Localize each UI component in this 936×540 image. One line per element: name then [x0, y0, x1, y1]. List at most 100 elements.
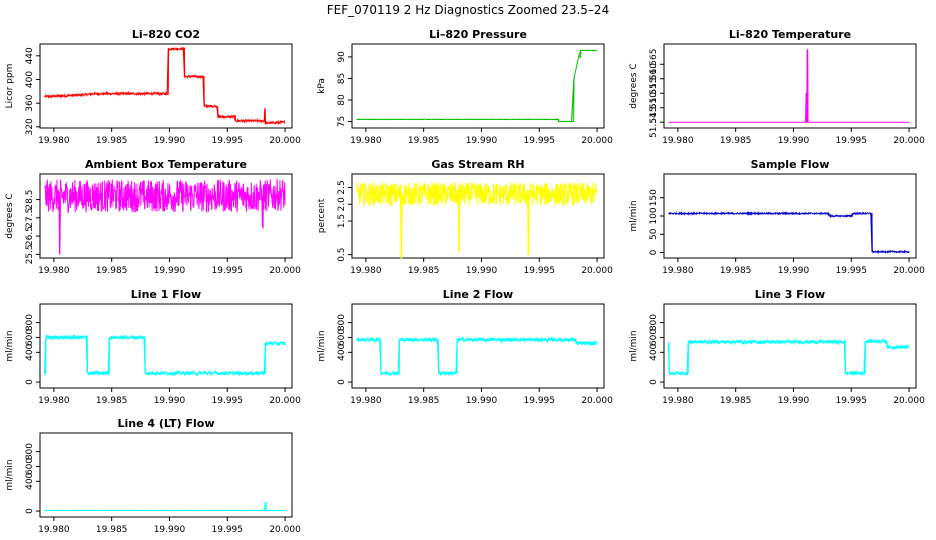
- x-tick-label: 20.000: [269, 266, 301, 276]
- y-axis-label: Licor ppm: [5, 64, 15, 109]
- x-tick-label: 20.000: [581, 136, 613, 146]
- chart-panel: Line 1 Flow 19.980 19.985 19.990 19.995 20.00…: [5, 288, 301, 406]
- y-tick-label: 50: [649, 228, 659, 240]
- y-tick-label: 440: [25, 47, 35, 64]
- series-step: [182, 48, 186, 77]
- x-tick-label: 19.990: [778, 266, 810, 276]
- x-tick-label: 19.985: [96, 136, 128, 146]
- series-step: [458, 194, 461, 252]
- series-step: [574, 339, 577, 344]
- x-tick-label: 20.000: [269, 525, 301, 535]
- x-tick-label: 19.985: [96, 266, 128, 276]
- series-step: [885, 341, 888, 348]
- x-tick-label: 20.000: [269, 136, 301, 146]
- series-line: [356, 180, 598, 259]
- y-tick-label: 400: [649, 343, 659, 360]
- panel-title: Li–820 CO2: [132, 28, 200, 41]
- plot-frame: [351, 303, 605, 389]
- chart-panel: Line 4 (LT) Flow 19.980 19.985 19.990 19.995…: [5, 417, 301, 535]
- series-line: [44, 501, 286, 512]
- y-tick-label: 0: [649, 249, 659, 255]
- y-axis-label: degrees C: [629, 63, 639, 108]
- series-step: [264, 502, 267, 511]
- panel-title: Gas Stream RH: [431, 158, 524, 171]
- plot-frame: [351, 43, 605, 129]
- series-line: [668, 210, 910, 255]
- series-step: [668, 343, 670, 374]
- y-tick-label: 90: [337, 51, 347, 63]
- x-tick-label: 19.980: [662, 136, 694, 146]
- y-tick-label: 26.5: [25, 226, 35, 246]
- x-tick-label: 19.980: [350, 136, 382, 146]
- y-tick-label: 150: [649, 189, 659, 206]
- x-tick-label: 19.995: [836, 266, 868, 276]
- y-tick-label: 2.0: [337, 197, 347, 212]
- y-tick-label: 800: [25, 314, 35, 331]
- series-step: [264, 109, 267, 124]
- series-step: [202, 76, 205, 107]
- series-step: [850, 213, 853, 217]
- x-tick-label: 19.980: [38, 525, 70, 535]
- y-tick-label: 28.5: [25, 190, 35, 210]
- x-tick-label: 19.995: [212, 525, 244, 535]
- x-tick-label: 19.990: [154, 396, 186, 406]
- x-tick-label: 19.990: [154, 266, 186, 276]
- x-tick-label: 19.995: [524, 266, 556, 276]
- series-line: [44, 46, 286, 126]
- plot-frame: [663, 173, 917, 259]
- series-step: [233, 116, 236, 122]
- x-tick-label: 19.990: [154, 136, 186, 146]
- plot-frame: [663, 303, 917, 389]
- panel-title: Li–820 Temperature: [729, 28, 851, 41]
- plot-frame: [39, 43, 293, 129]
- page-title: FEF_070119 2 Hz Diagnostics Zoomed 23.5–…: [327, 3, 609, 17]
- y-tick-label: 51.565: [649, 49, 659, 81]
- x-tick-label: 19.990: [466, 266, 498, 276]
- chart-panel: Li–820 CO2 19.980 19.985 19.990 19.995 20.000…: [5, 28, 301, 146]
- y-axis-label: percent: [317, 198, 327, 233]
- x-tick-label: 19.985: [96, 525, 128, 535]
- x-tick-label: 19.980: [350, 266, 382, 276]
- series-step: [863, 341, 866, 374]
- x-tick-label: 19.990: [466, 396, 498, 406]
- y-tick-label: 0: [649, 379, 659, 385]
- x-tick-label: 19.995: [212, 396, 244, 406]
- series-step: [379, 339, 382, 374]
- x-tick-label: 19.985: [720, 266, 752, 276]
- series-step: [263, 343, 267, 374]
- chart-panel: Gas Stream RH 19.980 19.985 19.990 19.995 20.…: [317, 158, 613, 276]
- panel-title: Line 4 (LT) Flow: [118, 417, 215, 430]
- series-step: [143, 337, 146, 374]
- y-tick-label: 600: [25, 329, 35, 346]
- series-step: [85, 337, 88, 374]
- x-tick-label: 19.990: [154, 525, 186, 535]
- y-tick-label: 800: [649, 314, 659, 331]
- y-tick-label: 600: [337, 329, 347, 346]
- x-tick-label: 20.000: [581, 396, 613, 406]
- series-line: [44, 178, 286, 244]
- y-tick-label: 51.560: [649, 63, 659, 95]
- x-tick-label: 19.980: [38, 266, 70, 276]
- x-tick-label: 19.985: [408, 396, 440, 406]
- series-step: [216, 106, 219, 117]
- series-step: [436, 339, 440, 374]
- x-tick-label: 19.980: [350, 396, 382, 406]
- y-tick-label: 400: [25, 472, 35, 489]
- x-tick-label: 19.985: [408, 266, 440, 276]
- y-tick-label: 400: [25, 71, 35, 88]
- y-tick-label: 27.5: [25, 208, 35, 228]
- chart-panel: Li–820 Temperature 19.980 19.985 19.990 19.9…: [629, 28, 925, 146]
- x-tick-label: 19.995: [212, 266, 244, 276]
- series-step: [166, 48, 169, 94]
- y-tick-label: 0: [25, 379, 35, 385]
- series-step: [59, 195, 61, 255]
- x-tick-label: 19.990: [466, 136, 498, 146]
- plot-frame: [351, 173, 605, 259]
- panel-title: Sample Flow: [751, 158, 830, 171]
- series-step: [827, 213, 830, 217]
- y-tick-label: 1.5: [337, 214, 347, 228]
- panel-title: Line 2 Flow: [443, 288, 513, 301]
- y-tick-label: 80: [337, 94, 347, 106]
- panel-title: Line 1 Flow: [131, 288, 201, 301]
- y-tick-label: 0: [25, 508, 35, 514]
